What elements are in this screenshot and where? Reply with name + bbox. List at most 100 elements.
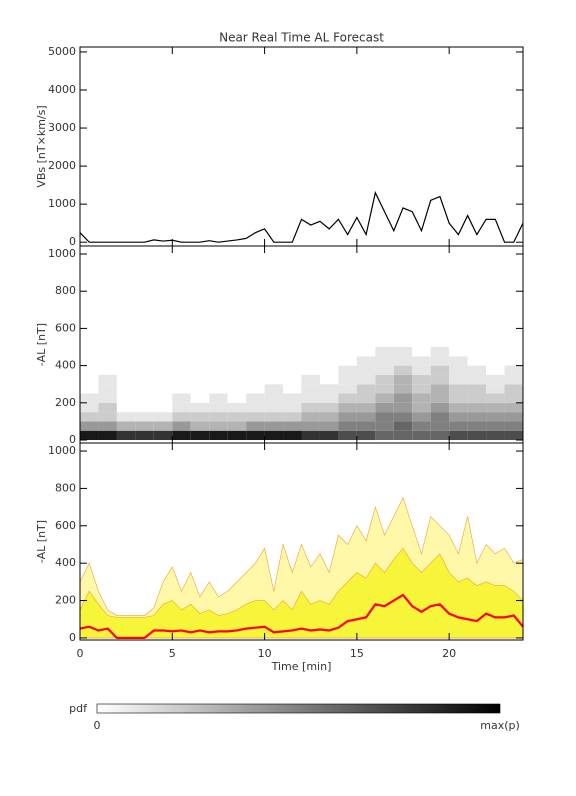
heat-cell — [486, 384, 505, 394]
heat-cell — [190, 347, 210, 357]
heat-cell — [430, 365, 450, 375]
y-tick-label: 3000 — [48, 121, 76, 134]
heat-cell — [190, 374, 210, 385]
heat-cell — [375, 356, 394, 366]
heat-cell — [338, 412, 357, 422]
heat-cell — [98, 402, 117, 413]
heat-cell — [172, 412, 191, 422]
heat-cell — [172, 374, 191, 385]
heat-cell — [301, 384, 320, 394]
heat-cell — [356, 393, 376, 403]
heat-cell — [301, 356, 320, 366]
heat-cell — [467, 384, 487, 394]
heat-cell — [301, 347, 320, 357]
heat-cell — [356, 365, 376, 375]
heat-cell — [393, 402, 413, 413]
heat-cell — [467, 402, 487, 413]
heat-cell — [116, 347, 136, 357]
heat-cell — [486, 393, 505, 403]
heat-cell — [227, 365, 247, 375]
heat-cell — [227, 384, 247, 394]
heat-cell — [98, 421, 117, 431]
heat-cell — [209, 393, 228, 403]
heat-cell — [375, 365, 394, 375]
heat-cell — [116, 421, 136, 431]
heat-cell — [172, 421, 191, 431]
x-tick-label: 0 — [77, 647, 84, 660]
y-axis-label: -AL [nT] — [35, 520, 48, 563]
heat-cell — [319, 402, 339, 413]
heat-cell — [246, 347, 265, 357]
heat-cell — [412, 421, 431, 431]
y-tick-label: 600 — [55, 321, 76, 334]
heat-cell — [190, 393, 210, 403]
heat-cell — [338, 393, 357, 403]
heat-cell — [375, 393, 394, 403]
heat-cell — [172, 384, 191, 394]
heat-cell — [264, 374, 284, 385]
y-tick-label: 400 — [55, 556, 76, 569]
heat-cell — [98, 393, 117, 403]
x-tick-label: 5 — [169, 647, 176, 660]
heat-cell — [504, 347, 523, 357]
heat-cell — [116, 402, 136, 413]
heat-cell — [116, 412, 136, 422]
heat-cell — [393, 384, 413, 394]
heat-cell — [467, 347, 487, 357]
heat-cell — [153, 393, 173, 403]
heat-cell — [283, 356, 302, 366]
heat-cell — [393, 374, 413, 385]
heat-cell — [172, 347, 191, 357]
heat-cell — [412, 374, 431, 385]
heat-cell — [264, 412, 284, 422]
heat-cell — [375, 421, 394, 431]
heat-cell — [283, 374, 302, 385]
heat-cell — [412, 347, 431, 357]
heat-cell — [227, 421, 247, 431]
heat-cell — [375, 412, 394, 422]
y-axis-label: VBs [nT×km/s] — [35, 105, 48, 187]
heat-cell — [319, 393, 339, 403]
heat-cell — [430, 430, 450, 441]
heat-cell — [135, 384, 154, 394]
chart-title: Near Real Time AL Forecast — [219, 31, 384, 45]
heat-cell — [172, 393, 191, 403]
heat-cell — [467, 412, 487, 422]
heat-cell — [264, 393, 284, 403]
heat-cell — [449, 347, 468, 357]
heat-cell — [412, 412, 431, 422]
heat-cell — [135, 412, 154, 422]
heat-cell — [264, 421, 284, 431]
heat-cell — [486, 421, 505, 431]
heat-cell — [98, 374, 117, 385]
heat-cell — [393, 412, 413, 422]
x-axis-label: Time [min] — [271, 660, 332, 673]
heat-cell — [430, 412, 450, 422]
heat-cell — [486, 402, 505, 413]
heat-cell — [504, 384, 523, 394]
heat-cell — [375, 430, 394, 441]
heat-cell — [301, 421, 320, 431]
y-tick-label: 400 — [55, 359, 76, 372]
heat-cell — [449, 393, 468, 403]
heat-cell — [449, 402, 468, 413]
heat-cell — [98, 347, 117, 357]
heat-cell — [504, 356, 523, 366]
heat-cell — [283, 384, 302, 394]
y-tick-label: 1000 — [48, 444, 76, 457]
y-axis-label: -AL [nT] — [35, 323, 48, 366]
heat-cell — [430, 347, 450, 357]
heat-cell — [375, 374, 394, 385]
y-tick-label: 200 — [55, 594, 76, 607]
heat-cell — [190, 412, 210, 422]
heat-cell — [412, 402, 431, 413]
y-tick-label: 0 — [69, 235, 76, 248]
heat-cell — [283, 430, 302, 441]
heat-cell — [153, 421, 173, 431]
y-tick-label: 800 — [55, 284, 76, 297]
heat-cell — [153, 347, 173, 357]
heat-cell — [246, 365, 265, 375]
heat-cell — [246, 412, 265, 422]
x-tick-label: 20 — [442, 647, 456, 660]
heat-cell — [338, 430, 357, 441]
